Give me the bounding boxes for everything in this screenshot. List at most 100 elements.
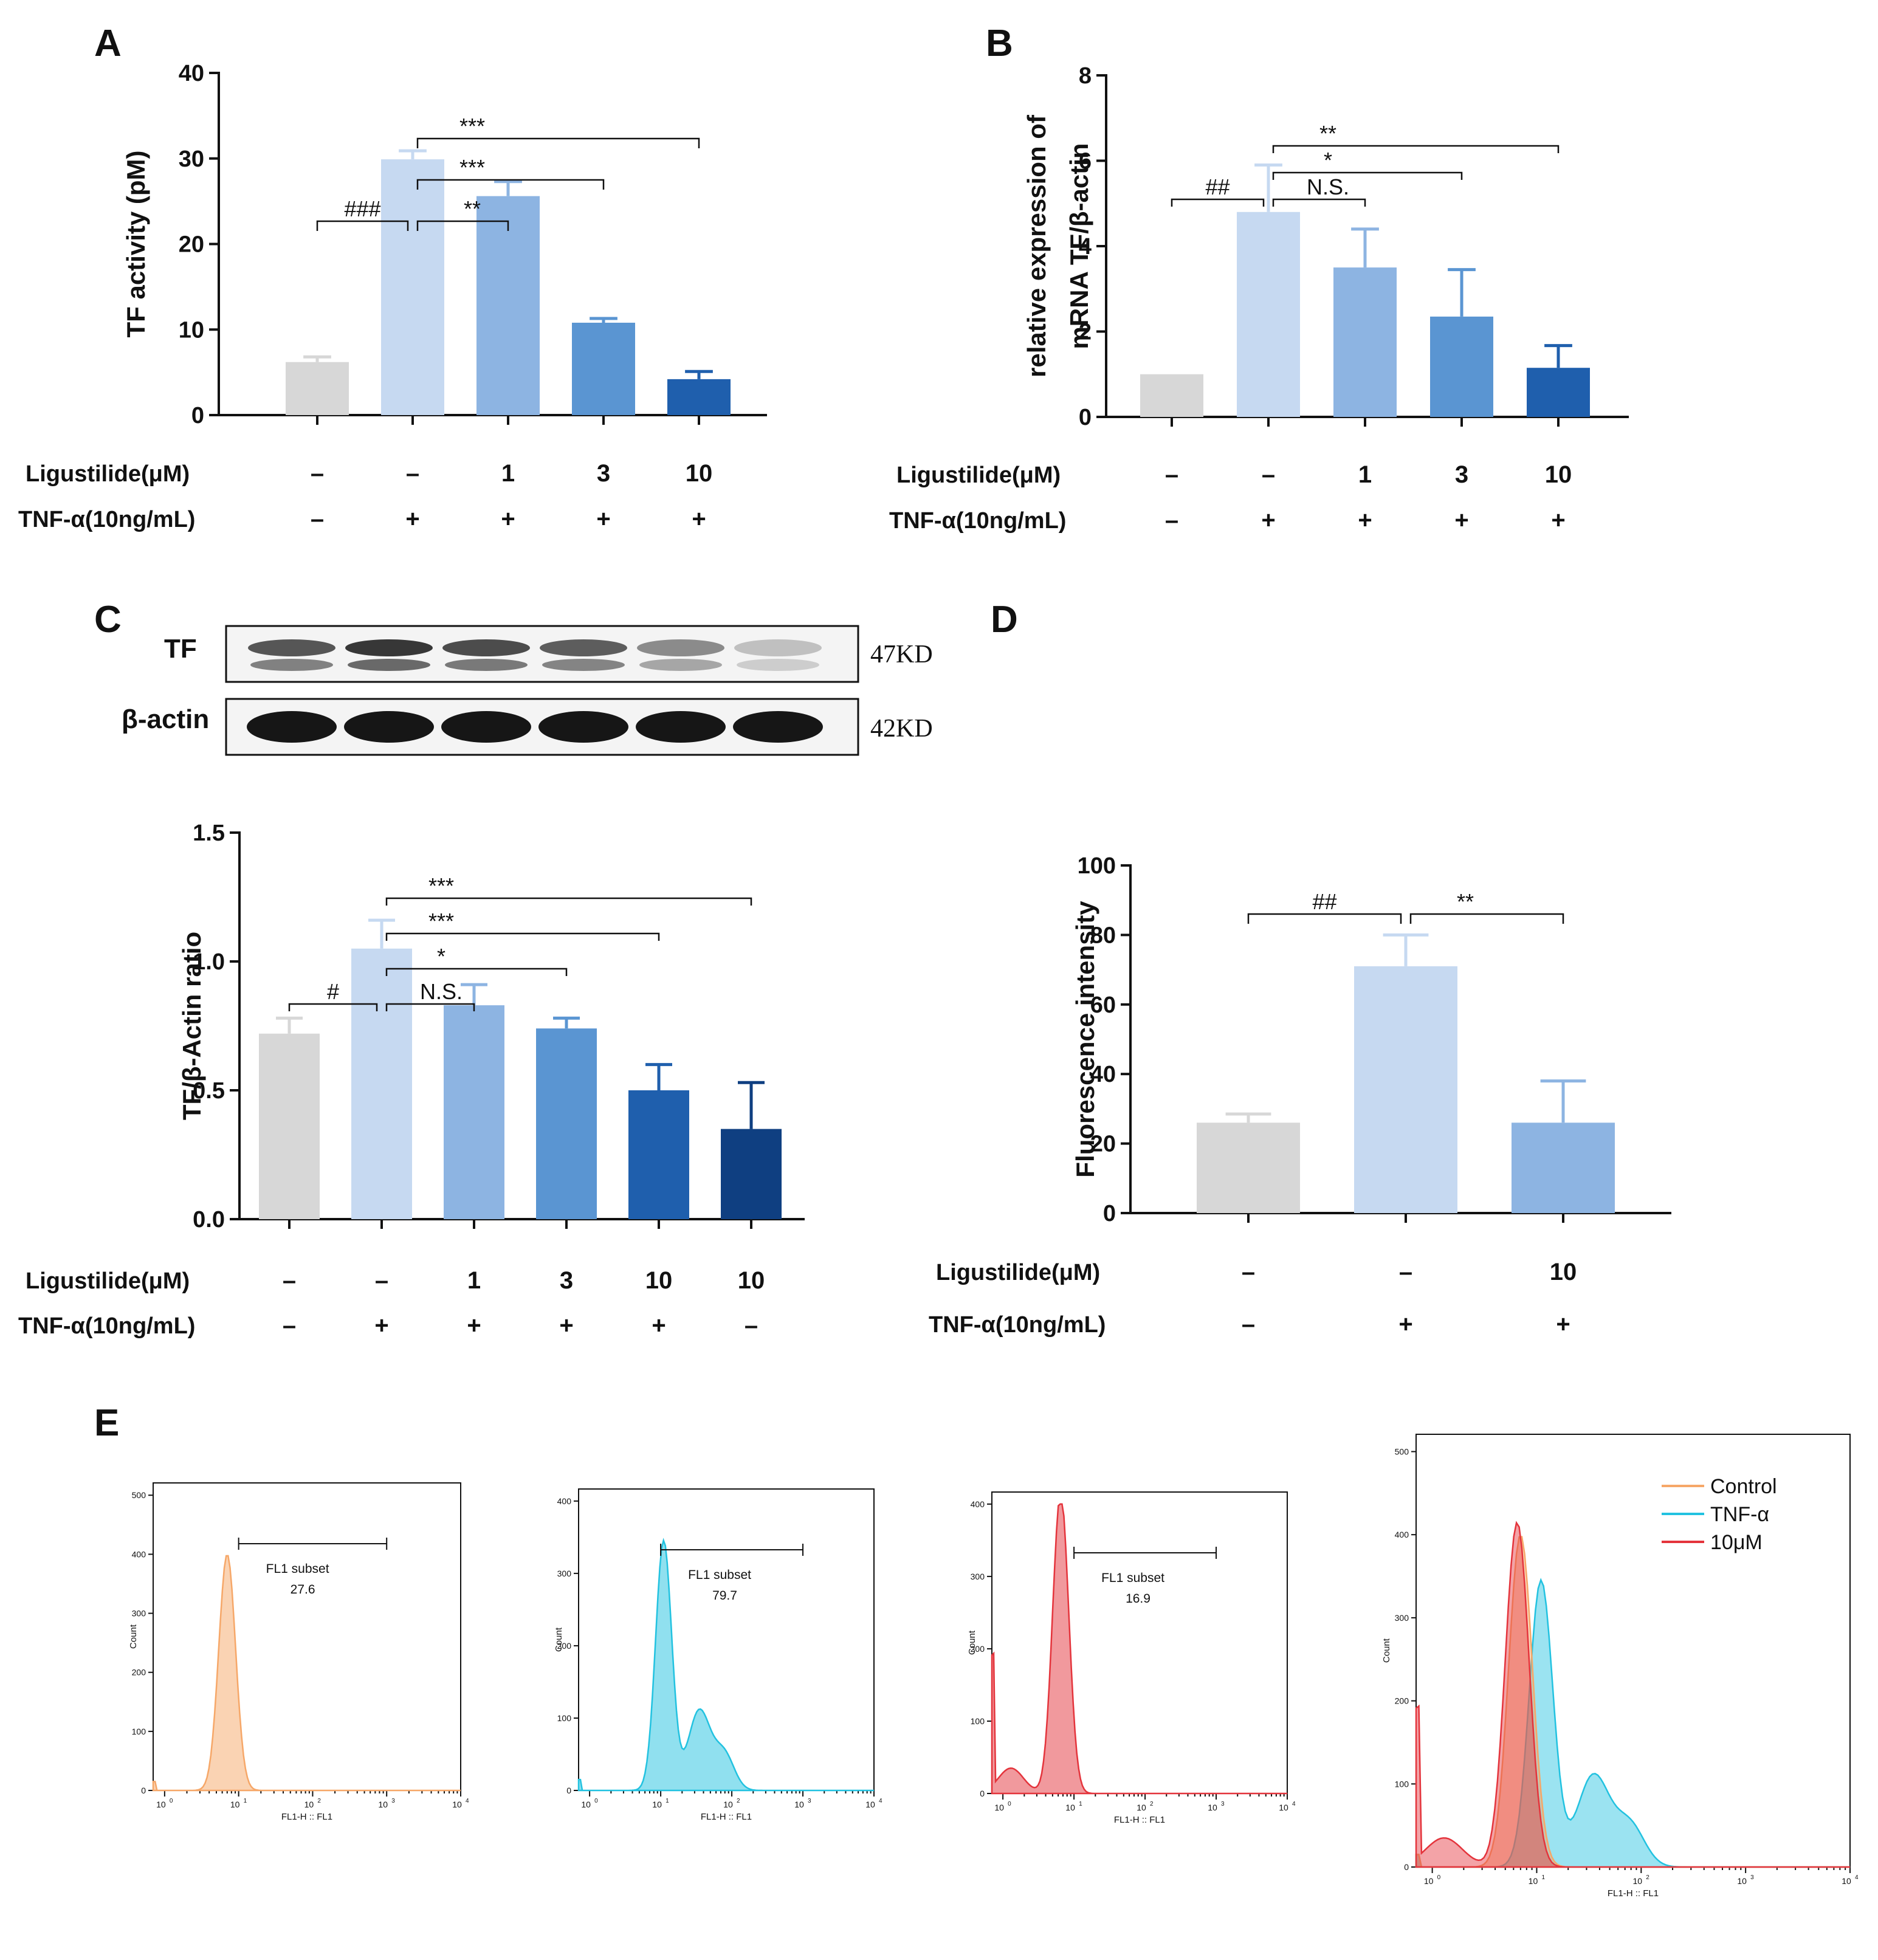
- blot-label-actin: β-actin: [122, 704, 209, 734]
- x-tick-label: 10: [1137, 1803, 1146, 1812]
- y-tick-label: 100: [971, 1716, 985, 1726]
- significance-bracket: [385, 897, 752, 906]
- bar: [259, 1033, 320, 1219]
- tnf-value: –: [283, 1312, 296, 1339]
- tnf-value: +: [1261, 507, 1275, 534]
- y-tick-label: 500: [1395, 1446, 1409, 1456]
- tnf-value: –: [1242, 1311, 1255, 1338]
- subset-label: FL1 subset: [1101, 1571, 1164, 1585]
- significance-bracket: [316, 220, 409, 231]
- x-tick-exponent: 0: [1008, 1801, 1011, 1807]
- x-tick-exponent: 3: [391, 1798, 395, 1804]
- significance-bracket: [1272, 145, 1560, 153]
- y-tick-label: 400: [132, 1549, 146, 1559]
- ligustilide-value: –: [375, 1267, 388, 1294]
- histogram-curve: [152, 1555, 461, 1792]
- ligustilide-value: –: [406, 460, 419, 487]
- significance-bracket: [1409, 913, 1564, 924]
- subset-value: 79.7: [712, 1589, 737, 1603]
- blot-band-tf-lower: [542, 659, 625, 671]
- legend-entry: 10μM: [1710, 1531, 1763, 1554]
- y-tick-label: 40: [1090, 1062, 1116, 1087]
- blot-band-tf-lower: [445, 659, 528, 671]
- y-tick-label: 500: [132, 1490, 146, 1500]
- x-tick-label: 10: [1424, 1876, 1434, 1886]
- x-tick-exponent: 2: [737, 1798, 740, 1804]
- significance-label: **: [1319, 121, 1336, 146]
- y-tick-label: 60: [1090, 992, 1116, 1018]
- y-axis-label: TF activity (pM): [122, 150, 150, 337]
- x-tick-exponent: 0: [594, 1798, 598, 1804]
- significance-label: ***: [428, 909, 454, 934]
- y-tick-label: 200: [557, 1641, 572, 1651]
- significance-bracket: [1171, 198, 1265, 207]
- x-tick-label: 10: [378, 1800, 388, 1809]
- row-label-ligustilide: Ligustilide(μM): [936, 1260, 1100, 1285]
- subset-value: 27.6: [291, 1583, 315, 1597]
- x-tick-exponent: 4: [1855, 1874, 1859, 1881]
- significance-label: ##: [1205, 174, 1230, 199]
- x-tick-label: 10: [994, 1803, 1004, 1812]
- ligustilide-value: –: [1165, 461, 1178, 488]
- row-label-tnf: TNF-α(10ng/mL): [18, 507, 195, 532]
- significance-bracket: [416, 220, 509, 231]
- x-tick-exponent: 3: [1750, 1874, 1754, 1881]
- blot-band-tf: [540, 639, 627, 656]
- y-tick-label: 80: [1090, 923, 1116, 948]
- panel-label-e: E: [94, 1402, 119, 1444]
- x-tick-label: 10: [581, 1800, 591, 1809]
- tnf-value: +: [1398, 1311, 1412, 1338]
- blot-band-actin: [733, 711, 823, 743]
- x-axis-label: FL1-H :: FL1: [701, 1812, 752, 1822]
- significance-label: #: [327, 979, 339, 1004]
- y-tick-label: 0.0: [193, 1207, 225, 1233]
- y-tick-label: 20: [1090, 1132, 1116, 1157]
- significance-label: ###: [344, 196, 380, 221]
- blot-kd-tf: 47KD: [870, 641, 933, 669]
- x-tick-exponent: 2: [1646, 1874, 1649, 1881]
- x-tick-exponent: 0: [1437, 1874, 1441, 1881]
- x-axis-label: FL1-H :: FL1: [1608, 1888, 1659, 1899]
- blot-band-tf: [248, 639, 335, 656]
- western-blot: TF β-actin 47KD 42KD: [122, 625, 933, 756]
- blot-band-actin: [636, 711, 726, 743]
- y-axis-label: relative expression of: [1022, 114, 1051, 377]
- y-tick-label: 0: [141, 1786, 146, 1795]
- row-label-tnf: TNF-α(10ng/mL): [929, 1312, 1106, 1338]
- tnf-value: –: [1165, 507, 1178, 534]
- tnf-value: +: [467, 1312, 481, 1339]
- bar: [444, 1005, 504, 1219]
- panel-label-a: A: [94, 22, 122, 64]
- significance-bracket: [385, 968, 568, 976]
- x-tick-label: 10: [452, 1800, 462, 1809]
- ligustilide-value: 10: [1550, 1259, 1577, 1285]
- y-tick-label: 300: [1395, 1613, 1409, 1623]
- significance-label: *: [1324, 148, 1332, 173]
- significance-label: *: [437, 944, 445, 969]
- y-tick-label: 0: [1404, 1862, 1409, 1872]
- x-tick-label: 10: [1208, 1803, 1217, 1812]
- row-label-tnf: TNF-α(10ng/mL): [889, 508, 1066, 534]
- legend-entry: Control: [1710, 1475, 1777, 1498]
- x-tick-exponent: 4: [466, 1798, 469, 1804]
- ligustilide-value: 10: [738, 1267, 765, 1294]
- tnf-value: +: [692, 506, 706, 532]
- significance-bracket: [1272, 198, 1366, 207]
- tnf-value: +: [596, 506, 610, 532]
- overlay-curve-10um: [1415, 1521, 1850, 1868]
- y-tick-label: 0.5: [193, 1078, 225, 1104]
- y-tick-label: 200: [971, 1644, 985, 1654]
- blot-band-tf-lower: [639, 659, 722, 671]
- blot-band-tf: [442, 639, 530, 656]
- bar-chart-c: 0.00.51.01.5TF/β-Actin ratio # N.S.*******…: [18, 820, 805, 1339]
- ligustilide-value: –: [1242, 1259, 1255, 1285]
- ligustilide-value: 3: [597, 460, 610, 487]
- y-axis-label: Fluorescence intensity: [1071, 901, 1099, 1178]
- y-tick-label: 0: [1103, 1201, 1116, 1226]
- x-tick-label: 10: [652, 1800, 662, 1809]
- plot-frame: [578, 1488, 875, 1791]
